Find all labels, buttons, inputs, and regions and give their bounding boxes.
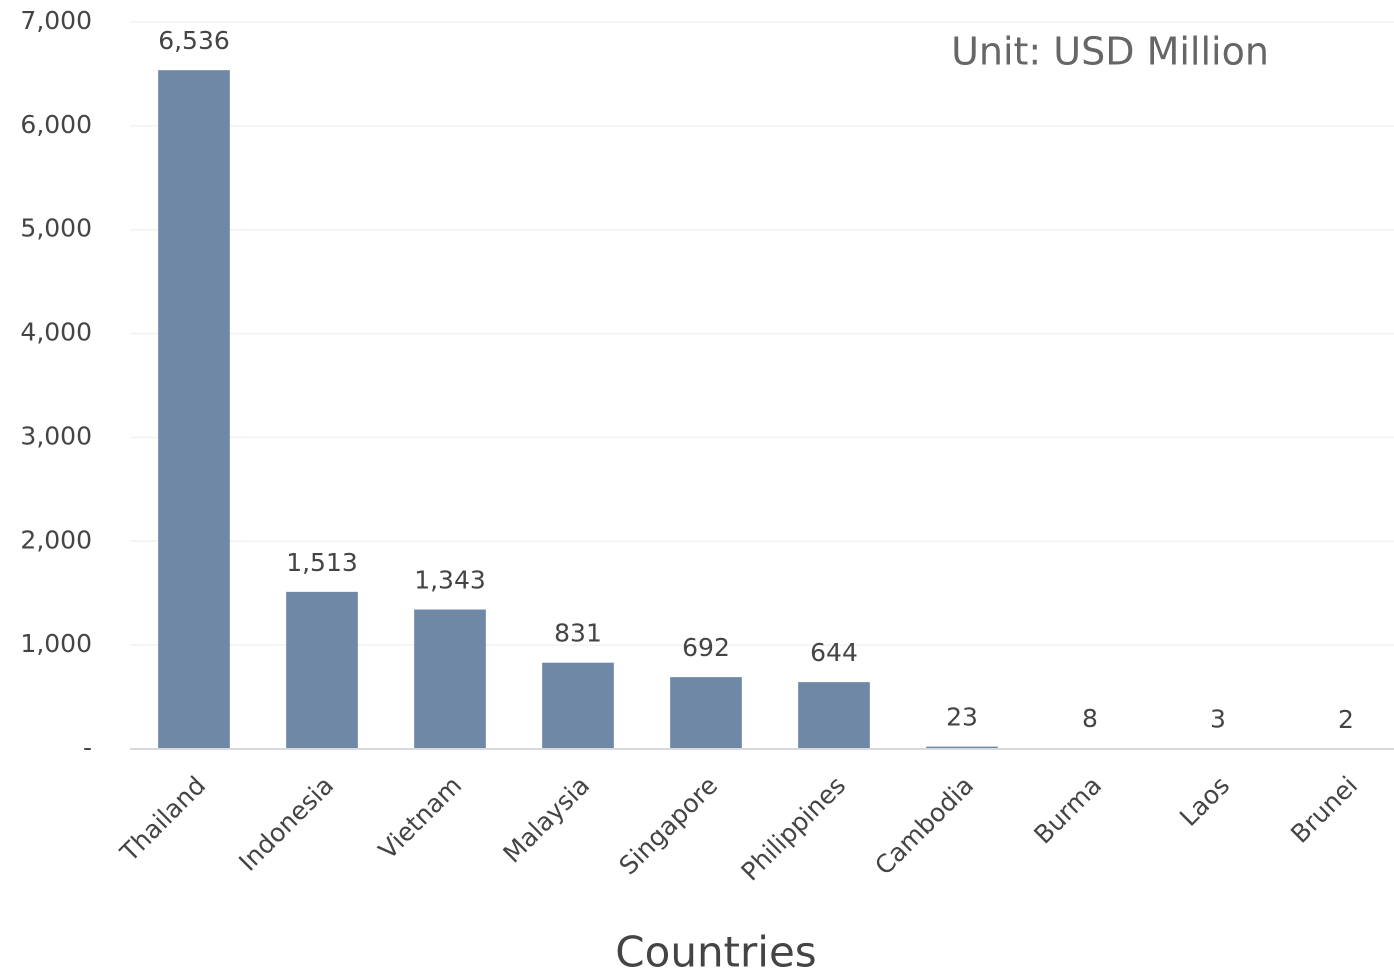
y-tick-label: 6,000 <box>20 110 92 139</box>
value-label: 1,343 <box>414 566 486 595</box>
y-tick-label: 2,000 <box>20 525 92 554</box>
y-tick-label: - <box>83 733 92 762</box>
bar <box>926 746 998 749</box>
value-label: 644 <box>810 638 858 667</box>
x-tick-label: Malaysia <box>497 771 595 869</box>
x-axis-label: Countries <box>615 928 816 975</box>
value-label: 23 <box>946 703 978 732</box>
value-label: 3 <box>1210 705 1226 734</box>
x-tick-label: Thailand <box>114 771 211 868</box>
y-tick-label: 1,000 <box>20 629 92 658</box>
y-tick-label: 7,000 <box>20 6 92 35</box>
x-tick-label: Brunei <box>1285 771 1363 849</box>
value-label: 1,513 <box>286 548 358 577</box>
value-label: 692 <box>682 633 730 662</box>
x-tick-label: Indonesia <box>233 771 339 877</box>
value-label: 831 <box>554 619 602 648</box>
x-tick-label: Burma <box>1028 771 1107 850</box>
y-tick-label: 3,000 <box>20 421 92 450</box>
bar <box>158 70 230 750</box>
x-tick-label: Singapore <box>614 771 724 881</box>
unit-annotation: Unit: USD Million <box>951 30 1269 74</box>
bar <box>798 682 870 749</box>
bar <box>286 591 358 749</box>
y-tick-label: 5,000 <box>20 214 92 243</box>
x-tick-label: Philippines <box>735 771 851 887</box>
x-tick-label: Vietnam <box>373 771 467 865</box>
x-tick-label: Cambodia <box>869 771 979 881</box>
y-tick-label: 4,000 <box>20 318 92 347</box>
value-label: 8 <box>1082 704 1098 733</box>
value-label: 6,536 <box>158 26 230 55</box>
value-label: 2 <box>1338 705 1354 734</box>
bar <box>414 609 486 749</box>
bar <box>542 662 614 749</box>
bar <box>670 677 742 749</box>
x-tick-label: Laos <box>1174 771 1235 832</box>
